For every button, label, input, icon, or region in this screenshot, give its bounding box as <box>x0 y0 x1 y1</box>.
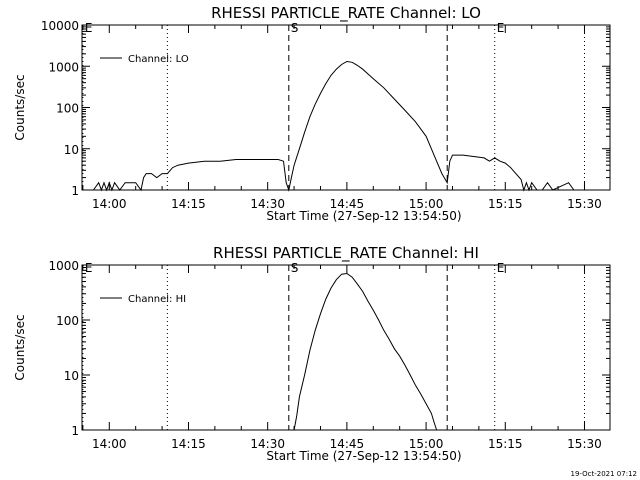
date-stamp: 19-Oct-2021 07:12 <box>571 470 637 478</box>
y-tick-label: 1 <box>71 424 79 438</box>
marker-label: S <box>291 21 299 35</box>
x-tick-label: 14:15 <box>171 437 206 451</box>
y-tick-label: 10000 <box>41 19 79 33</box>
marker-label: E <box>497 261 505 275</box>
x-tick-label: 14:15 <box>171 197 206 211</box>
y-tick-label: 1000 <box>48 259 79 273</box>
y-tick-label: 100 <box>56 102 79 116</box>
chart-title: RHESSI PARTICLE_RATE Channel: HI <box>213 244 479 263</box>
plot-frame <box>81 264 611 431</box>
y-tick-label: 10 <box>64 369 79 383</box>
plot-frame <box>81 24 611 191</box>
x-tick-label: 15:00 <box>409 197 444 211</box>
series-line <box>82 60 575 192</box>
chart-title: RHESSI PARTICLE_RATE Channel: LO <box>211 4 481 23</box>
x-tick-label: 15:30 <box>567 197 602 211</box>
marker-label: S <box>291 261 299 275</box>
x-tick-label: 14:45 <box>330 197 365 211</box>
y-tick-label: 1000 <box>48 60 79 74</box>
x-tick-label: 14:30 <box>250 437 285 451</box>
x-tick-label: 15:15 <box>488 197 523 211</box>
chart-panel-hi: RHESSI PARTICLE_RATE Channel: HI 14:00 14:… <box>13 244 611 463</box>
y-tick-label: 10 <box>64 143 79 157</box>
legend-entry: Channel: HI <box>128 294 186 305</box>
marker-label: E <box>85 21 93 35</box>
x-axis-label: Start Time (27-Sep-12 13:54:50) <box>266 449 461 463</box>
x-axis-label: Start Time (27-Sep-12 13:54:50) <box>266 209 461 223</box>
y-axis-label: Counts/sec <box>13 314 27 380</box>
y-tick-label: 100 <box>56 314 79 328</box>
marker-label: E <box>85 261 93 275</box>
x-tick-label: 14:30 <box>250 197 285 211</box>
x-tick-label: 15:15 <box>488 437 523 451</box>
series-line <box>293 272 438 431</box>
x-tick-label: 14:00 <box>92 197 127 211</box>
legend-entry: Channel: LO <box>128 54 189 65</box>
x-tick-label: 14:45 <box>330 437 365 451</box>
x-tick-label: 15:00 <box>409 437 444 451</box>
chart-panel-lo: RHESSI PARTICLE_RATE Channel: LO 14:00 14:… <box>13 4 611 223</box>
x-tick-label: 14:00 <box>92 437 127 451</box>
x-tick-label: 15:30 <box>567 437 602 451</box>
marker-label: E <box>497 21 505 35</box>
y-axis-label: Counts/sec <box>13 74 27 140</box>
y-tick-label: 1 <box>71 184 79 198</box>
